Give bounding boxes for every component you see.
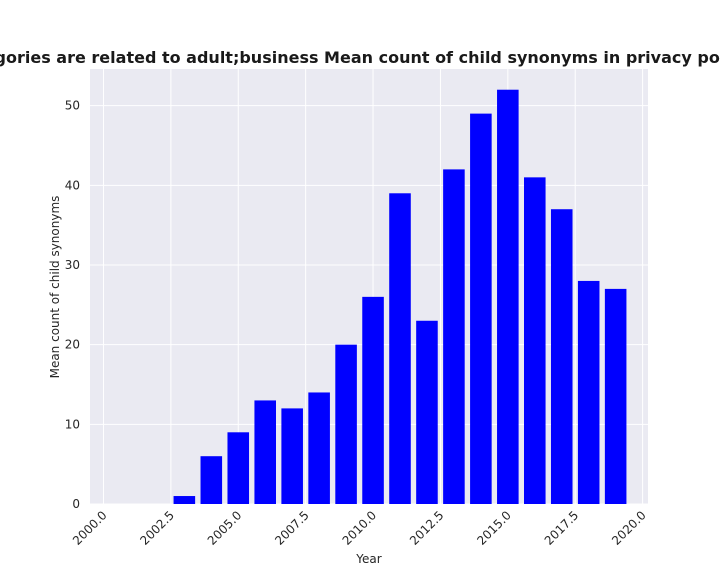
chart-title: When categories are related to adult;bus… bbox=[0, 48, 720, 67]
x-tick-label: 2010.0 bbox=[340, 508, 380, 548]
y-tick-label: 50 bbox=[65, 99, 80, 113]
y-tick-label: 0 bbox=[72, 497, 80, 511]
bar-2013 bbox=[443, 169, 465, 504]
bar-2004 bbox=[200, 456, 223, 504]
bar-2018 bbox=[577, 280, 600, 504]
bar-2008 bbox=[308, 392, 330, 504]
y-tick-label: 30 bbox=[65, 258, 80, 272]
x-tick-label: 2017.5 bbox=[542, 508, 582, 548]
x-axis-ticks: 2000.0 2002.5 2005.0 2007.5 2010.0 2012.5 2015… bbox=[70, 508, 649, 548]
bar-2016 bbox=[524, 177, 546, 504]
bar-2007 bbox=[281, 408, 303, 504]
bar-2009 bbox=[335, 344, 357, 504]
bar-2006 bbox=[254, 400, 276, 504]
bar-2003 bbox=[173, 496, 196, 504]
x-tick-label: 2020.0 bbox=[609, 508, 649, 548]
y-tick-label: 20 bbox=[65, 338, 80, 352]
bar-2015 bbox=[497, 89, 519, 504]
bar-2019 bbox=[604, 288, 627, 504]
bar-2011 bbox=[389, 193, 411, 505]
bars bbox=[173, 89, 627, 505]
x-tick-label: 2005.0 bbox=[205, 508, 245, 548]
x-axis-label: Year bbox=[355, 552, 381, 566]
y-axis-ticks: 0 10 20 30 40 50 bbox=[65, 99, 80, 511]
x-tick-label: 2007.5 bbox=[272, 508, 312, 548]
bar-2014 bbox=[470, 113, 492, 504]
bar-2012 bbox=[416, 320, 438, 504]
bar-2005 bbox=[227, 432, 250, 504]
y-axis-label: Mean count of child synonyms bbox=[48, 196, 62, 379]
y-tick-label: 10 bbox=[65, 417, 80, 431]
y-tick-label: 40 bbox=[65, 178, 80, 192]
bar-2010 bbox=[362, 296, 384, 504]
bar-2017 bbox=[550, 209, 573, 504]
x-tick-label: 2012.5 bbox=[407, 508, 447, 548]
x-tick-label: 2002.5 bbox=[137, 508, 177, 548]
x-tick-label: 2015.0 bbox=[474, 508, 514, 548]
x-tick-label: 2000.0 bbox=[70, 508, 110, 548]
